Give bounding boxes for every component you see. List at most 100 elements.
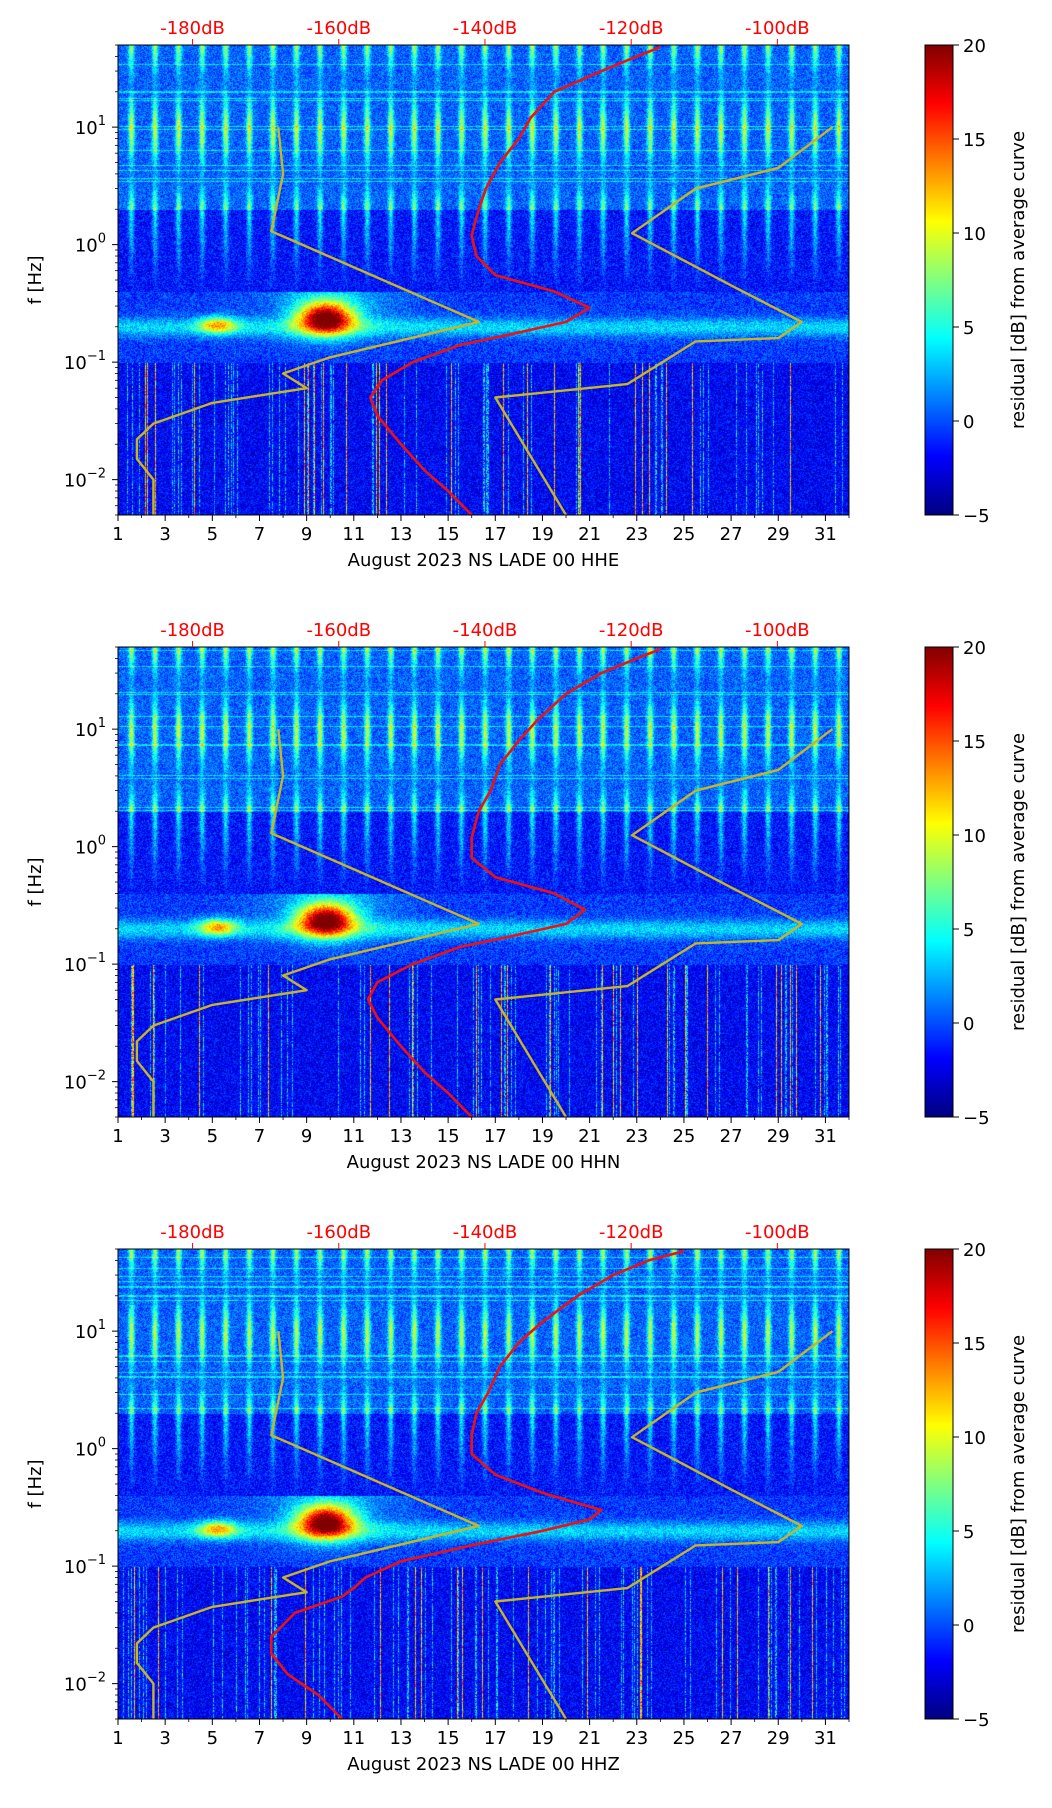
- x-tick-label: 21: [578, 1126, 601, 1147]
- y-tick-label: 100: [75, 232, 106, 257]
- x-tick-label: 19: [531, 524, 554, 545]
- y-tick-label: 100: [75, 834, 106, 859]
- series-line-1: [135, 126, 480, 515]
- x-tick-label: 25: [672, 1728, 695, 1749]
- colorbar-tick-label: 20: [963, 1240, 986, 1261]
- spectrogram-image: [118, 647, 849, 1117]
- x-tick-label: 17: [484, 1126, 507, 1147]
- x-tick-label: 1: [112, 1728, 123, 1749]
- x-tick-label: 11: [342, 524, 365, 545]
- x-axis-label: August 2023 NS LADE 00 HHZ: [347, 1754, 620, 1775]
- x-tick-label: 29: [767, 1126, 790, 1147]
- x-tick-label: 13: [390, 1728, 413, 1749]
- series-line-2: [494, 728, 834, 1118]
- top-axis-label: -120dB: [599, 1222, 664, 1243]
- top-axis-label: -120dB: [599, 620, 664, 641]
- series-line-0: [366, 647, 661, 1118]
- x-tick-label: 1: [112, 524, 123, 545]
- colorbar-tick-label: 0: [963, 412, 974, 433]
- colorbar-tick-label: 10: [963, 224, 986, 245]
- top-axis-label: -100dB: [745, 18, 810, 39]
- x-axis-label: August 2023 NS LADE 00 HHN: [347, 1152, 621, 1173]
- x-tick-label: 27: [720, 1728, 743, 1749]
- x-tick-label: 5: [207, 524, 218, 545]
- x-tick-label: 11: [342, 1728, 365, 1749]
- colorbar-tick-label: 0: [963, 1014, 974, 1035]
- colorbar: [924, 646, 954, 1118]
- x-tick-label: 25: [672, 524, 695, 545]
- x-tick-label: 3: [159, 1126, 170, 1147]
- spectrogram-canvas: [118, 1249, 849, 1719]
- x-tick-label: 15: [437, 1126, 460, 1147]
- x-tick-label: 23: [625, 524, 648, 545]
- spectrogram-image: [118, 45, 849, 515]
- series-line-0: [369, 45, 661, 516]
- spectrogram-canvas: [118, 45, 849, 515]
- top-axis-label: -140dB: [453, 1222, 518, 1243]
- y-tick-label: 101: [75, 114, 106, 139]
- top-axis-label: -160dB: [306, 620, 371, 641]
- top-axis-label: -140dB: [453, 18, 518, 39]
- colorbar-tick-label: 20: [963, 36, 986, 57]
- x-tick-label: 3: [159, 1728, 170, 1749]
- y-tick-label: 10−2: [64, 1671, 106, 1696]
- top-axis-label: -100dB: [745, 1222, 810, 1243]
- colorbar-label: residual [dB] from average curve: [1008, 1335, 1029, 1633]
- x-tick-label: 21: [578, 524, 601, 545]
- colorbar-tick-label: 20: [963, 638, 986, 659]
- spectrogram-image: [118, 1249, 849, 1719]
- series-line-1: [135, 1330, 480, 1719]
- colorbar-tick-label: −5: [963, 506, 990, 527]
- x-tick-label: 31: [814, 1728, 837, 1749]
- x-tick-label: 13: [390, 524, 413, 545]
- x-tick-label: 23: [625, 1728, 648, 1749]
- colorbar: [924, 1248, 954, 1720]
- series-line-0: [270, 1249, 685, 1720]
- spectrogram-panel-hhn: 1 3 5 7 9 11 13 15 17 19 21 23 25 27 29 31 August 2023 N…: [0, 602, 1052, 1202]
- x-tick-label: 7: [254, 1126, 265, 1147]
- x-tick-label: 29: [767, 1728, 790, 1749]
- x-axis-label: August 2023 NS LADE 00 HHE: [348, 550, 620, 571]
- y-tick-label: 10−2: [64, 467, 106, 492]
- spectrogram-panel-hhe: 1 3 5 7 9 11 13 15 17 19 21 23 25 27 29 31 August 2023 N…: [0, 0, 1052, 600]
- top-axis-label: -180dB: [160, 18, 225, 39]
- colorbar-tick-label: 5: [963, 318, 974, 339]
- x-tick-label: 19: [531, 1728, 554, 1749]
- x-tick-label: 15: [437, 1728, 460, 1749]
- top-axis-label: -120dB: [599, 18, 664, 39]
- x-tick-label: 3: [159, 524, 170, 545]
- y-tick-label: 101: [75, 1318, 106, 1343]
- x-tick-label: 17: [484, 1728, 507, 1749]
- y-tick-label: 10−1: [64, 951, 106, 976]
- y-tick-label: 10−2: [64, 1069, 106, 1094]
- colorbar-label: residual [dB] from average curve: [1008, 733, 1029, 1031]
- series-line-2: [494, 126, 834, 516]
- series-line-2: [494, 1330, 834, 1720]
- x-tick-label: 15: [437, 524, 460, 545]
- y-tick-label: 100: [75, 1436, 106, 1461]
- colorbar: [924, 44, 954, 516]
- colorbar-tick-label: 10: [963, 826, 986, 847]
- x-tick-label: 29: [767, 524, 790, 545]
- x-tick-label: 25: [672, 1126, 695, 1147]
- x-tick-label: 7: [254, 524, 265, 545]
- colorbar-tick-label: 15: [963, 1334, 986, 1355]
- x-tick-label: 9: [301, 1126, 312, 1147]
- x-tick-label: 7: [254, 1728, 265, 1749]
- y-tick-label: 10−1: [64, 1553, 106, 1578]
- colorbar-tick-label: 5: [963, 1522, 974, 1543]
- y-axis-label: f [Hz]: [25, 857, 46, 906]
- x-tick-label: 5: [207, 1126, 218, 1147]
- spectrogram-panel-hhz: 1 3 5 7 9 11 13 15 17 19 21 23 25 27 29 31 August 2023 N…: [0, 1204, 1052, 1804]
- x-tick-label: 9: [301, 1728, 312, 1749]
- colorbar-tick-label: 10: [963, 1428, 986, 1449]
- y-tick-label: 101: [75, 716, 106, 741]
- y-axis-label: f [Hz]: [25, 1459, 46, 1508]
- x-tick-label: 1: [112, 1126, 123, 1147]
- top-axis-label: -180dB: [160, 620, 225, 641]
- top-axis-label: -140dB: [453, 620, 518, 641]
- colorbar-tick-label: 15: [963, 732, 986, 753]
